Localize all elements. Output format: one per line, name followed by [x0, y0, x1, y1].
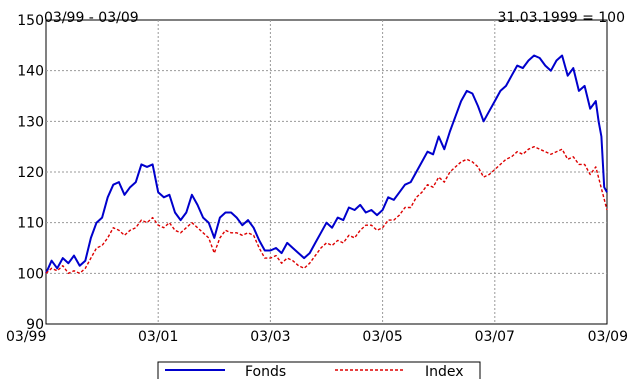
x-tick-label: 03/99 — [6, 329, 46, 345]
series-line-index — [45, 145, 608, 274]
y-tick-label: 110 — [17, 216, 44, 232]
legend: Fonds Index — [157, 361, 481, 379]
base-index-label: 31.03.1999 = 100 — [497, 10, 625, 26]
date-range-label: 03/99 - 03/09 — [44, 10, 139, 26]
x-tick-label: 03/03 — [250, 329, 290, 345]
y-tick-label: 140 — [17, 64, 44, 80]
legend-box — [157, 361, 481, 379]
legend-label-index: Index — [425, 364, 464, 379]
y-tick-label: 90 — [26, 317, 44, 333]
series-line-fonds — [45, 54, 608, 274]
x-tick-label: 03/09 — [588, 329, 628, 345]
y-tick-label: 150 — [17, 13, 44, 29]
y-tick-label: 100 — [17, 266, 44, 282]
series-layer — [45, 54, 608, 274]
y-tick-label: 120 — [17, 165, 44, 181]
x-tick-label: 03/01 — [138, 329, 178, 345]
y-tick-label: 130 — [17, 114, 44, 130]
legend-label-fonds: Fonds — [245, 364, 286, 379]
y-axis-ticks: 90 100 110 120 130 140 150 — [17, 13, 44, 333]
x-axis-ticks: 03/99 03/01 03/03 03/05 03/07 03/09 — [6, 329, 628, 345]
x-tick-label: 03/07 — [475, 329, 515, 345]
x-tick-label: 03/05 — [362, 329, 402, 345]
